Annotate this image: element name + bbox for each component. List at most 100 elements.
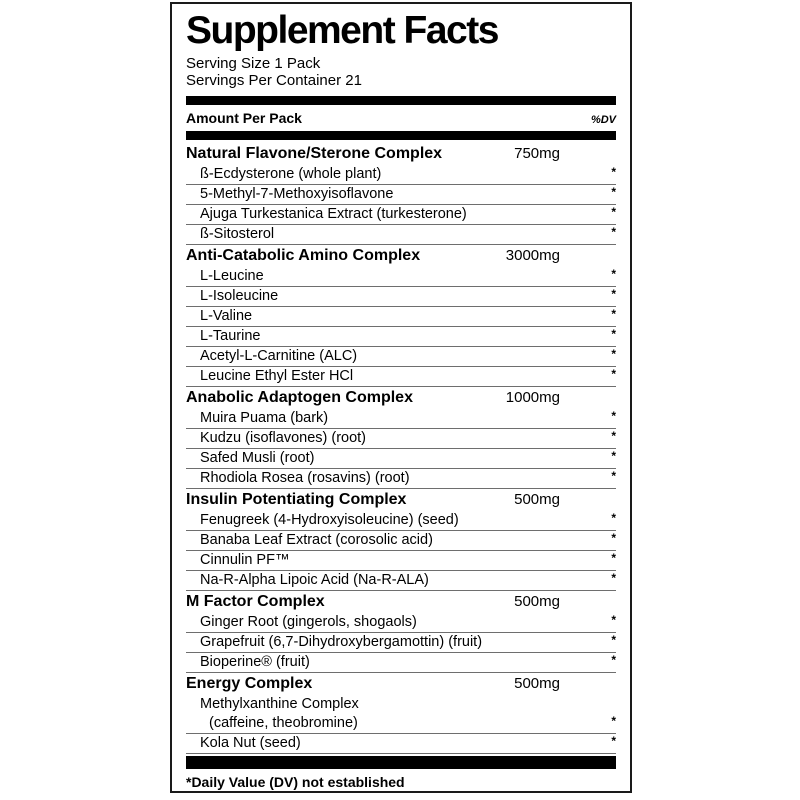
dv-asterisk: * [611,205,616,219]
section-amount: 500mg [514,593,560,610]
dv-asterisk: * [611,185,616,199]
ingredient-row: Rhodiola Rosea (rosavins) (root) * [186,469,616,489]
ingredient-name: Ajuga Turkestanica Extract (turkesterone… [200,206,467,222]
ingredient-row: ß-Ecdysterone (whole plant) * [186,165,616,185]
ingredient-row: 5-Methyl-7-Methoxyisoflavone * [186,185,616,205]
ingredient-name: L-Leucine [200,268,264,284]
ingredient-name: Muira Puama (bark) [200,410,329,426]
ingredient-name: Safed Musli (root) [200,450,315,466]
ingredient-row: Ajuga Turkestanica Extract (turkesterone… [186,205,616,225]
ingredient-name: Methylxanthine Complex (caffeine, theobro… [200,696,359,731]
section: Anabolic Adaptogen Complex 1000mg Muira Pu… [186,387,616,489]
dv-asterisk: * [611,165,616,179]
divider-bar-mid [186,131,616,140]
ingredient-row: Grapefruit (6,7-Dihydroxybergamottin) (f… [186,633,616,653]
section: M Factor Complex 500mg Ginger Root (ginger… [186,591,616,673]
ingredient-row: L-Valine * [186,307,616,327]
section-name: Anti-Catabolic Amino Complex [186,247,421,264]
section-amount: 3000mg [505,247,560,264]
section-amount: 500mg [514,675,560,692]
dv-asterisk: * [611,633,616,647]
ingredient-name: Kola Nut (seed) [200,735,301,751]
ingredient-name: Acetyl-L-Carnitine (ALC) [200,348,358,364]
divider-bar-top [186,96,616,105]
dv-asterisk: * [611,287,616,301]
dv-asterisk: * [611,551,616,565]
section-name: Insulin Potentiating Complex [186,491,407,508]
ingredient-name: L-Isoleucine [200,288,279,304]
dv-asterisk: * [611,225,616,239]
ingredient-row: Ginger Root (gingerols, shogaols) * [186,613,616,633]
ingredient-name: Leucine Ethyl Ester HCl [200,368,354,384]
servings-per-container: Servings Per Container 21 [186,72,362,89]
ingredient-row: Kudzu (isoflavones) (root) * [186,429,616,449]
dv-asterisk: * [611,531,616,545]
ingredient-name: ß-Sitosterol [200,226,275,242]
ingredient-row: Methylxanthine Complex (caffeine, theobro… [186,695,616,734]
ingredient-name: Fenugreek (4-Hydroxyisoleucine) (seed) [200,512,459,528]
section-name: M Factor Complex [186,593,325,610]
ingredient-row: L-Isoleucine * [186,287,616,307]
dv-asterisk: * [611,409,616,423]
section: Insulin Potentiating Complex 500mg Fenugre… [186,489,616,591]
section-header-row: Anti-Catabolic Amino Complex 3000mg [186,245,616,267]
ingredient-row: Kola Nut (seed) * [186,734,616,754]
ingredient-name: Cinnulin PF™ [200,552,290,568]
section-header-row: Insulin Potentiating Complex 500mg [186,489,616,511]
section-amount: 500mg [514,491,560,508]
section: Energy Complex 500mg Methylxanthine Comple… [186,673,616,754]
divider-bar-bottom [186,756,616,769]
panel-title: Supplement Facts [186,9,499,52]
percent-dv-header: %DV [590,114,616,126]
section-amount: 750mg [514,145,560,162]
ingredient-name: L-Valine [200,308,253,324]
ingredient-row: L-Leucine * [186,267,616,287]
ingredient-name: Rhodiola Rosea (rosavins) (root) [200,470,410,486]
section-header-row: Anabolic Adaptogen Complex 1000mg [186,387,616,409]
daily-value-footnote: *Daily Value (DV) not established [186,774,405,790]
ingredient-row: ß-Sitosterol * [186,225,616,245]
dv-asterisk: * [611,429,616,443]
ingredient-row: Muira Puama (bark) * [186,409,616,429]
serving-size: Serving Size 1 Pack [186,55,321,72]
dv-asterisk: * [611,653,616,667]
supplement-facts-panel: Supplement Facts Serving Size 1 Pack Ser… [170,2,632,793]
ingredient-row: Fenugreek (4-Hydroxyisoleucine) (seed) * [186,511,616,531]
section: Natural Flavone/Sterone Complex 750mg ß-Ec… [186,143,616,245]
dv-asterisk: * [611,307,616,321]
column-header-row: Amount Per Pack %DV [186,108,616,128]
dv-asterisk: * [611,469,616,483]
ingredient-name: Grapefruit (6,7-Dihydroxybergamottin) (f… [200,634,483,650]
ingredient-row: Na-R-Alpha Lipoic Acid (Na-R-ALA) * [186,571,616,591]
section-name: Anabolic Adaptogen Complex [186,389,413,406]
dv-asterisk: * [611,714,616,728]
ingredient-name: L-Taurine [200,328,261,344]
section-name: Energy Complex [186,675,313,692]
section-header-row: M Factor Complex 500mg [186,591,616,613]
ingredient-row: Safed Musli (root) * [186,449,616,469]
dv-asterisk: * [611,571,616,585]
sections-container: Natural Flavone/Sterone Complex 750mg ß-Ec… [186,143,616,754]
ingredient-row: Cinnulin PF™ * [186,551,616,571]
section-amount: 1000mg [505,389,560,406]
ingredient-name: 5-Methyl-7-Methoxyisoflavone [200,186,394,202]
ingredient-name: Bioperine® (fruit) [200,654,310,670]
dv-asterisk: * [611,327,616,341]
ingredient-row: L-Taurine * [186,327,616,347]
ingredient-row: Acetyl-L-Carnitine (ALC) * [186,347,616,367]
ingredient-name: Ginger Root (gingerols, shogaols) [200,614,417,630]
section: Anti-Catabolic Amino Complex 3000mg L-Leuc… [186,245,616,387]
ingredient-row: Banaba Leaf Extract (corosolic acid) * [186,531,616,551]
ingredient-row: Bioperine® (fruit) * [186,653,616,673]
ingredient-row: Leucine Ethyl Ester HCl * [186,367,616,387]
ingredient-name: ß-Ecdysterone (whole plant) [200,166,382,182]
amount-per-pack-header: Amount Per Pack [186,110,302,126]
dv-asterisk: * [611,511,616,525]
section-name: Natural Flavone/Sterone Complex [186,145,443,162]
ingredient-name: Na-R-Alpha Lipoic Acid (Na-R-ALA) [200,572,429,588]
dv-asterisk: * [611,267,616,281]
section-header-row: Natural Flavone/Sterone Complex 750mg [186,143,616,165]
section-header-row: Energy Complex 500mg [186,673,616,695]
dv-asterisk: * [611,449,616,463]
